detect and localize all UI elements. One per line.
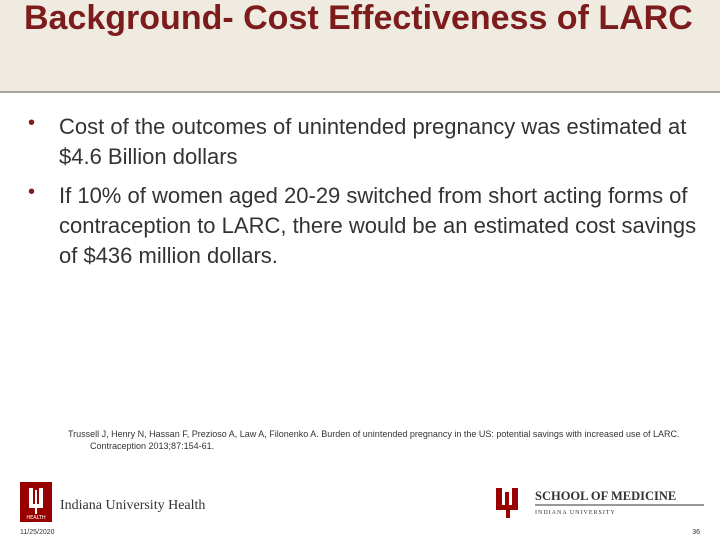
iu-health-text: Indiana University Health <box>60 498 205 513</box>
bullet-dot: • <box>28 112 36 134</box>
title-band <box>0 0 720 93</box>
footer-graphics: HEALTH Indiana University Health SCHOOL … <box>20 482 704 522</box>
badge-label: HEALTH <box>26 515 45 521</box>
trident-icon <box>29 488 43 514</box>
title: Background- Cost Effectiveness of LARC <box>24 0 693 37</box>
bullet-dot: • <box>28 181 36 203</box>
bullet: If 10% of women aged 20-29 switched from… <box>59 183 697 268</box>
date: 11/25/2020 <box>20 529 55 536</box>
bullet: Cost of the outcomes of unintended pregn… <box>59 114 687 169</box>
page-number: 36 <box>692 529 700 536</box>
iu-trident <box>496 488 518 518</box>
school-title: SCHOOL OF MEDICINE <box>535 489 676 503</box>
school-subtitle: INDIANA UNIVERSITY <box>535 510 616 516</box>
citation: Trussell J, Henry N, Hassan F, Prezioso … <box>68 429 680 451</box>
